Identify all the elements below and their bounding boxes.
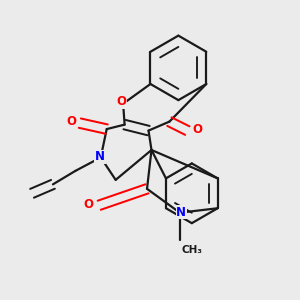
Text: N: N <box>95 150 105 164</box>
Text: O: O <box>117 95 127 108</box>
Text: O: O <box>192 123 202 136</box>
Text: CH₃: CH₃ <box>182 245 203 255</box>
Text: O: O <box>67 115 76 128</box>
Text: N: N <box>176 206 186 219</box>
Text: O: O <box>84 198 94 211</box>
